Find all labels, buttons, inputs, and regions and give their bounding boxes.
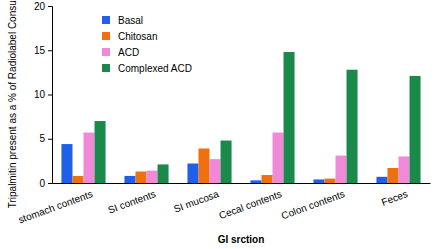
y-tick: 0 bbox=[39, 178, 52, 189]
y-tick-label: 10 bbox=[34, 89, 46, 100]
bar bbox=[250, 180, 261, 183]
bar bbox=[221, 141, 232, 183]
y-axis: 0 5 10 15 20 bbox=[34, 1, 53, 189]
bar bbox=[135, 171, 146, 183]
bar bbox=[313, 179, 324, 183]
legend-label: ACD bbox=[118, 47, 139, 58]
legend-swatch bbox=[102, 16, 110, 24]
bar bbox=[72, 176, 83, 183]
legend-swatch bbox=[102, 64, 110, 72]
bar bbox=[84, 133, 95, 183]
x-tick: Colon contents bbox=[280, 183, 346, 221]
x-tick-label: Colon contents bbox=[280, 188, 346, 221]
legend-label: Chitosan bbox=[118, 31, 157, 42]
legend-item: Complexed ACD bbox=[102, 63, 192, 74]
x-tick-label: SI contents bbox=[106, 188, 157, 215]
bar bbox=[95, 121, 106, 183]
y-tick-mark bbox=[48, 6, 52, 7]
chart: 0 5 10 15 20 stomach contents SI contents SI mu… bbox=[0, 0, 434, 249]
x-tick: stomach contents bbox=[17, 183, 94, 225]
y-tick: 20 bbox=[34, 1, 52, 12]
bar bbox=[399, 156, 410, 183]
bar bbox=[284, 52, 295, 183]
y-tick-label: 20 bbox=[34, 1, 46, 12]
y-tick-mark bbox=[48, 139, 52, 140]
legend-item: ACD bbox=[102, 47, 139, 58]
bars bbox=[61, 52, 420, 183]
y-tick: 5 bbox=[39, 133, 52, 144]
y-axis-title: Tripalmitin present as a % of Radiolabel… bbox=[7, 0, 18, 208]
bar bbox=[336, 156, 347, 183]
bar-series bbox=[84, 133, 410, 183]
bar bbox=[387, 168, 398, 183]
x-axis-title: GI srction bbox=[218, 234, 265, 245]
x-tick: SI mucosa bbox=[172, 183, 221, 215]
x-tick-label: stomach contents bbox=[17, 188, 94, 225]
y-tick-label: 15 bbox=[34, 45, 46, 56]
bar bbox=[210, 159, 221, 183]
y-tick-label: 0 bbox=[39, 178, 45, 189]
legend-label: Complexed ACD bbox=[118, 63, 192, 74]
bar bbox=[261, 175, 272, 183]
y-tick-mark bbox=[48, 183, 52, 184]
x-tick: Cecal contents bbox=[217, 183, 283, 221]
bar bbox=[410, 76, 421, 183]
legend-label: Basal bbox=[118, 15, 143, 26]
bar bbox=[376, 177, 387, 183]
y-tick: 15 bbox=[34, 45, 52, 56]
bar bbox=[124, 176, 135, 183]
x-tick: SI contents bbox=[106, 183, 157, 216]
y-tick-mark bbox=[48, 50, 52, 51]
y-tick-label: 5 bbox=[39, 133, 45, 144]
bar-series bbox=[95, 52, 421, 183]
legend-swatch bbox=[102, 48, 110, 56]
x-tick: Feces bbox=[380, 183, 409, 208]
y-tick: 10 bbox=[34, 89, 52, 100]
x-tick-label: Feces bbox=[380, 188, 409, 208]
bar bbox=[187, 164, 198, 183]
y-axis-line bbox=[48, 7, 53, 184]
legend-swatch bbox=[102, 32, 110, 40]
bar bbox=[61, 144, 72, 183]
bar bbox=[347, 70, 358, 183]
legend-item: Chitosan bbox=[102, 31, 157, 42]
bar bbox=[147, 171, 158, 183]
bar bbox=[198, 148, 209, 183]
legend-item: Basal bbox=[102, 15, 143, 26]
x-tick-label: SI mucosa bbox=[172, 188, 221, 215]
legend: Basal Chitosan ACD Complexed ACD bbox=[102, 15, 192, 74]
x-axis: stomach contents SI contents SI mucosaCeca… bbox=[17, 183, 431, 225]
bar bbox=[158, 164, 169, 183]
bar bbox=[273, 133, 284, 183]
y-tick-mark bbox=[48, 95, 52, 96]
bar bbox=[324, 179, 335, 183]
x-axis-line bbox=[53, 183, 431, 184]
x-tick-label: Cecal contents bbox=[217, 188, 283, 221]
plot: 0 5 10 15 20 stomach contents SI contents SI mu… bbox=[17, 1, 431, 226]
